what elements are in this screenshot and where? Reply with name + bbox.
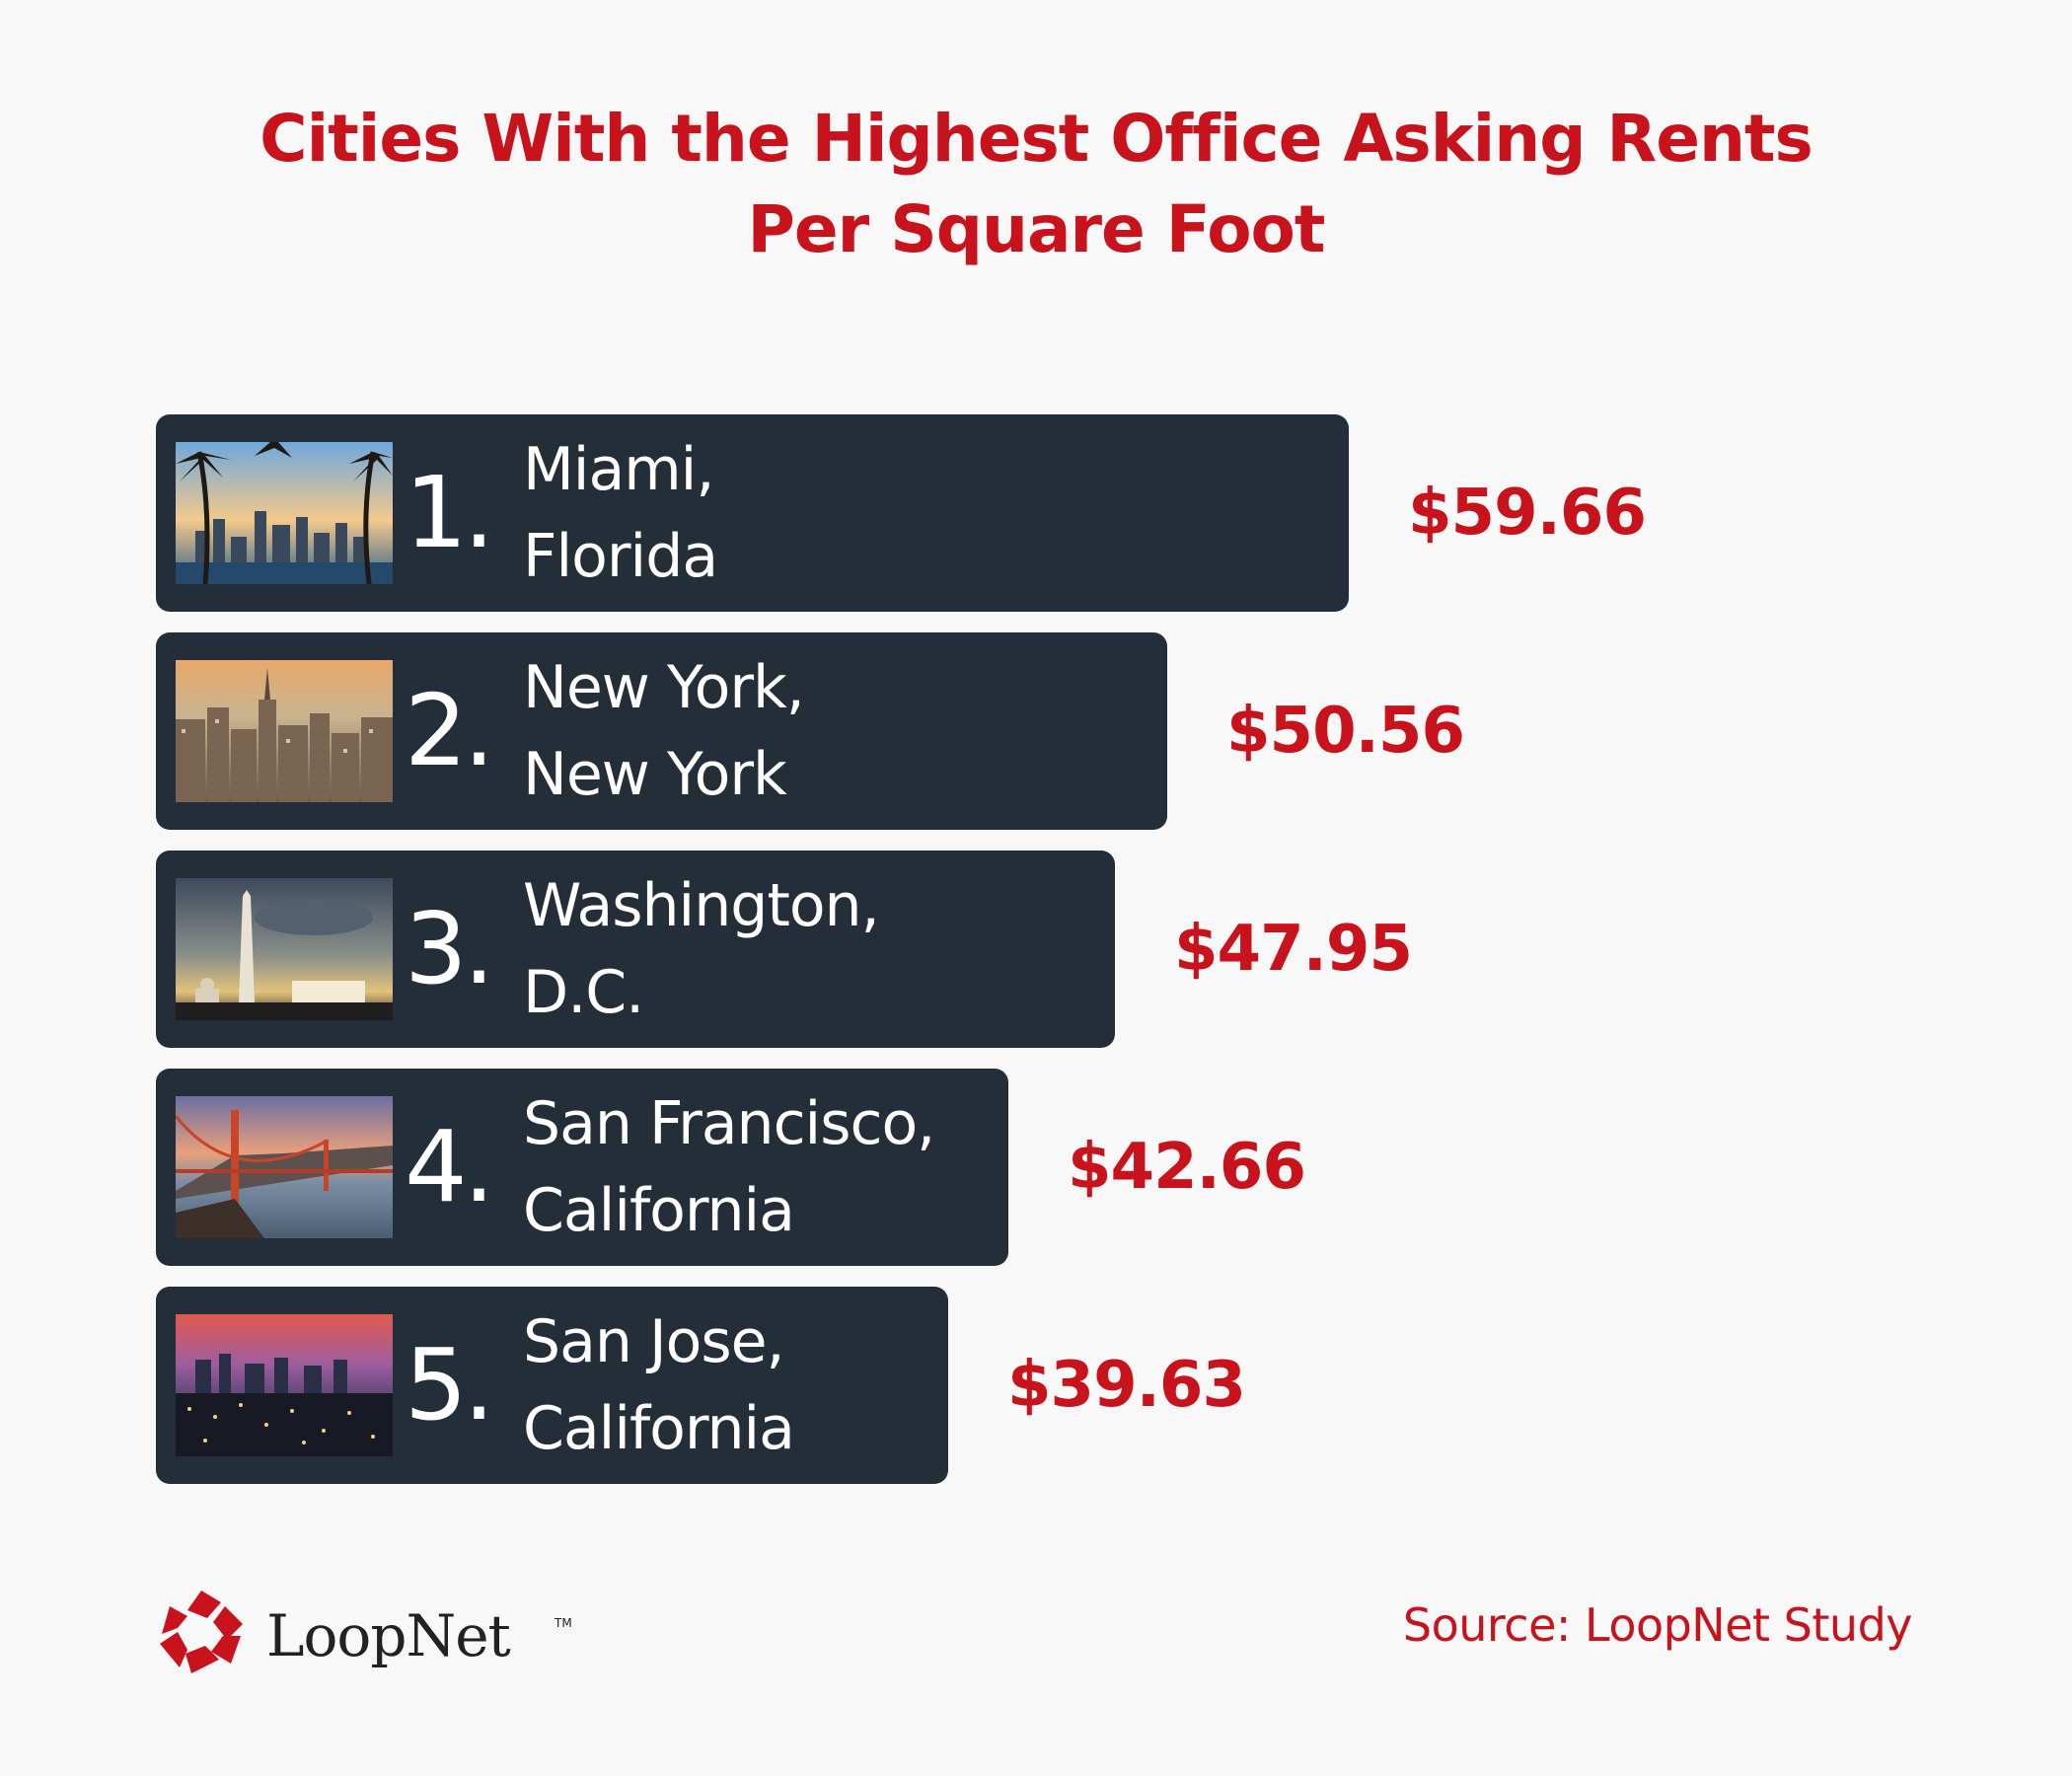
bar: 4. San Francisco, California <box>156 1069 1008 1266</box>
new-york-skyline-photo <box>176 660 393 802</box>
city-photo <box>176 442 393 584</box>
rank-label: 1. <box>405 455 494 570</box>
data-label: $39.63 <box>1007 1349 1246 1422</box>
rank-label: 2. <box>405 673 494 788</box>
data-label: $50.56 <box>1226 695 1465 768</box>
chart-title: Cities With the Highest Office Asking Re… <box>0 94 2072 275</box>
chart-title-line-2: Per Square Foot <box>747 191 1326 267</box>
bar: 1. Miami, Florida <box>156 414 1349 612</box>
source-note: Source: LoopNet Study <box>1402 1598 1913 1652</box>
category-label: San Francisco, California <box>523 1080 935 1254</box>
logo-wordmark: LoopNet <box>266 1602 511 1669</box>
data-label: $42.66 <box>1068 1131 1306 1204</box>
category-label-line-1: San Jose, <box>523 1307 785 1376</box>
bar: 2. New York, New York <box>156 632 1167 830</box>
category-label-line-2: D.C. <box>523 958 644 1027</box>
logo-trademark: TM <box>555 1616 572 1630</box>
city-photo <box>176 1096 393 1238</box>
bar: 3. Washington, D.C. <box>156 851 1115 1048</box>
rank-label: 4. <box>405 1109 494 1224</box>
category-label-line-2: New York <box>523 740 787 809</box>
city-photo <box>176 1314 393 1456</box>
miami-skyline-palms-photo <box>176 442 393 584</box>
category-label: New York, New York <box>523 644 805 818</box>
category-label-line-1: New York, <box>523 653 805 722</box>
washington-monument-photo <box>176 878 393 1020</box>
category-label: San Jose, California <box>523 1298 795 1472</box>
data-label: $59.66 <box>1408 477 1647 550</box>
rank-label: 5. <box>405 1327 494 1443</box>
category-label: Washington, D.C. <box>523 862 880 1036</box>
category-label-line-1: San Francisco, <box>523 1089 935 1158</box>
category-label-line-1: Miami, <box>523 435 714 504</box>
san-jose-night-photo <box>176 1314 393 1456</box>
category-label-line-2: Florida <box>523 522 718 591</box>
chart-title-line-1: Cities With the Highest Office Asking Re… <box>259 101 1813 177</box>
category-label: Miami, Florida <box>523 426 718 600</box>
category-label-line-1: Washington, <box>523 871 880 940</box>
bar: 5. San Jose, California <box>156 1287 948 1484</box>
loopnet-mark-icon <box>160 1591 243 1673</box>
golden-gate-bridge-photo <box>176 1096 393 1238</box>
city-photo <box>176 878 393 1020</box>
data-label: $47.95 <box>1174 913 1413 986</box>
category-label-line-2: California <box>523 1394 795 1463</box>
category-label-line-2: California <box>523 1176 795 1245</box>
city-photo <box>176 660 393 802</box>
rank-label: 3. <box>405 891 494 1006</box>
